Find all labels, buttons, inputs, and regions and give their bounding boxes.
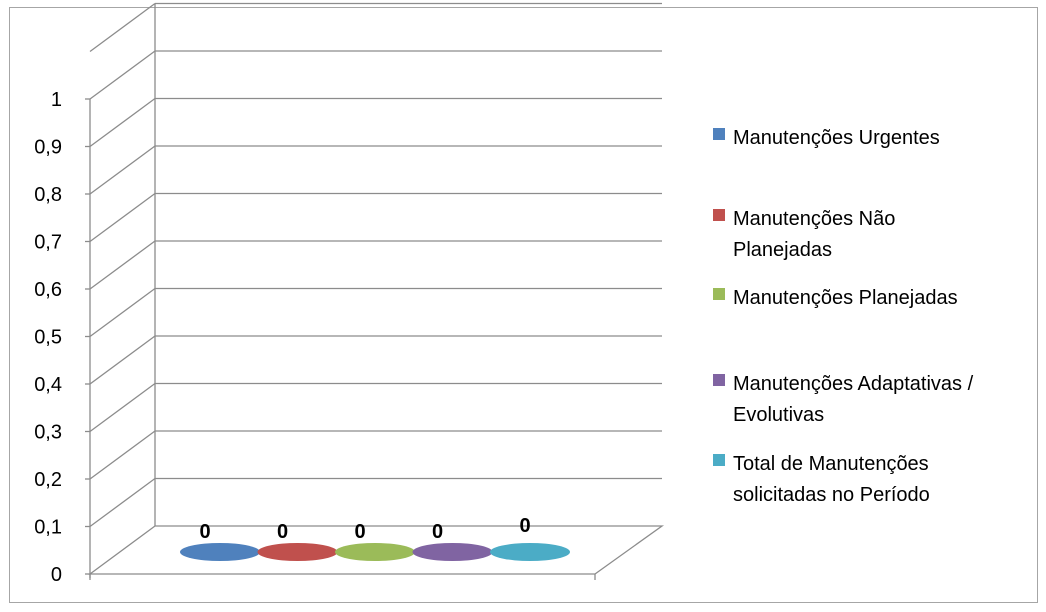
bar-4: [412, 543, 493, 561]
legend-swatch: [713, 374, 725, 386]
gridline-diagonal: [89, 382, 156, 433]
bars: [180, 543, 570, 561]
legend-label: Manutenções Não: [733, 208, 895, 230]
gridline-diagonal: [89, 145, 156, 195]
data-label: 0: [519, 515, 530, 537]
bar-3: [335, 543, 415, 561]
data-label: 0: [199, 521, 210, 543]
legend-label: Total de Manutenções: [733, 453, 929, 475]
legend-label: Manutenções Adaptativas /: [733, 373, 974, 395]
y-tick-label: 0,4: [34, 374, 62, 396]
gridline-diagonal: [89, 192, 156, 243]
y-tick-label: 0,8: [34, 184, 62, 206]
gridline-diagonal: [89, 287, 156, 338]
legend-label: Planejadas: [733, 239, 832, 261]
legend-label: Evolutivas: [733, 404, 824, 426]
y-tick-label: 0: [51, 564, 62, 586]
gridlines: [89, 2, 662, 528]
data-label: 0: [432, 521, 443, 543]
chart-border: [9, 7, 1038, 603]
y-tick-label: 0,6: [34, 279, 62, 301]
legend-swatch: [713, 288, 725, 300]
y-tick-label: 0,1: [34, 517, 62, 539]
bar-2: [257, 543, 338, 561]
legend-swatch: [713, 454, 725, 466]
y-tick-label: 0,2: [34, 469, 62, 491]
legend-swatch: [713, 128, 725, 140]
y-tick-label: 0,7: [34, 232, 62, 254]
y-axis-ticks: 0 0,1 0,2 0,3 0,4 0,5 0,6 0,7 0,8 0,9 1: [34, 89, 62, 586]
axes: [85, 3, 665, 580]
bar-5: [490, 543, 570, 561]
legend-swatch: [713, 209, 725, 221]
data-labels: 0 0 0 0 0: [199, 515, 530, 543]
gridline-diagonal: [89, 430, 156, 480]
gridline-diagonal: [89, 97, 156, 148]
bar-1: [180, 543, 260, 561]
y-tick-label: 0,9: [34, 137, 62, 159]
gridline-diagonal: [89, 240, 156, 290]
legend-label: solicitadas no Período: [733, 484, 930, 506]
gridline-diagonal: [89, 2, 156, 53]
data-label: 0: [354, 521, 365, 543]
legend-label: Manutenções Planejadas: [733, 287, 958, 309]
gridline-diagonal: [89, 335, 156, 385]
data-label: 0: [277, 521, 288, 543]
y-tick-label: 0,3: [34, 422, 62, 444]
legend: Manutenções Urgentes Manutenções Não Plane…: [713, 127, 974, 506]
gridline-diagonal: [89, 50, 156, 100]
y-tick-label: 0,5: [34, 327, 62, 349]
y-tick-label: 1: [51, 89, 62, 111]
floor: [88, 525, 665, 575]
gridline-diagonal: [89, 477, 156, 528]
legend-label: Manutenções Urgentes: [733, 127, 940, 149]
